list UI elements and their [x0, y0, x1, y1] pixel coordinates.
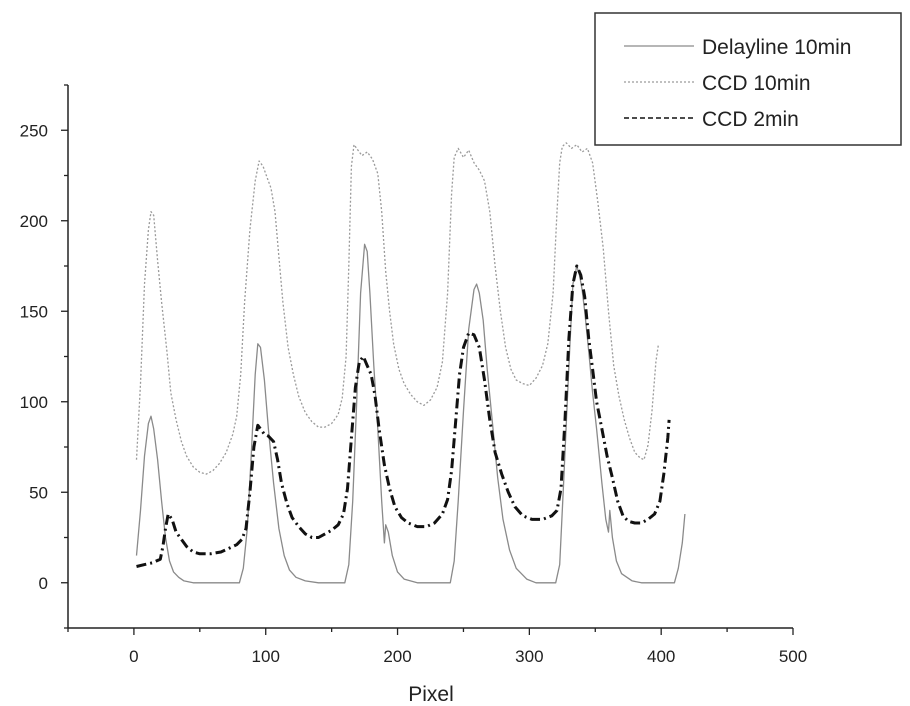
y-tick-label: 200	[20, 212, 48, 231]
legend-label: Delayline 10min	[702, 36, 851, 59]
legend-item[interactable]: Delayline 10min	[624, 36, 851, 59]
y-tick-label: 100	[20, 393, 48, 412]
x-tick-label: 400	[647, 647, 675, 666]
legend-label: CCD 2min	[702, 108, 799, 131]
legend-item[interactable]: CCD 2min	[624, 108, 799, 131]
series-line-ccd-2min	[136, 264, 671, 568]
series-line-ccd-10min	[135, 142, 660, 475]
x-tick-label: 200	[383, 647, 411, 666]
y-tick-label: 250	[20, 121, 48, 140]
legend-item[interactable]: CCD 10min	[624, 72, 811, 95]
legend-label: CCD 10min	[702, 72, 811, 95]
series-line-delayline-10min	[135, 243, 686, 584]
x-tick-label: 100	[252, 647, 280, 666]
y-tick-label: 150	[20, 302, 48, 321]
x-tick-label: 0	[129, 647, 138, 666]
legend-box	[594, 12, 902, 146]
legend[interactable]: Delayline 10min CCD 10min CCD 2min	[594, 12, 902, 146]
axes	[67, 85, 793, 629]
series-layer	[135, 142, 686, 584]
y-tick-label: 50	[29, 483, 48, 502]
x-axis-title: Pixel	[408, 683, 454, 706]
y-tick-label: 0	[39, 574, 48, 593]
x-tick-label: 500	[779, 647, 807, 666]
x-tick-label: 300	[515, 647, 543, 666]
axis-ticks: 0 100 200 300 400 500 0 50 100 150 200 250	[20, 84, 807, 666]
